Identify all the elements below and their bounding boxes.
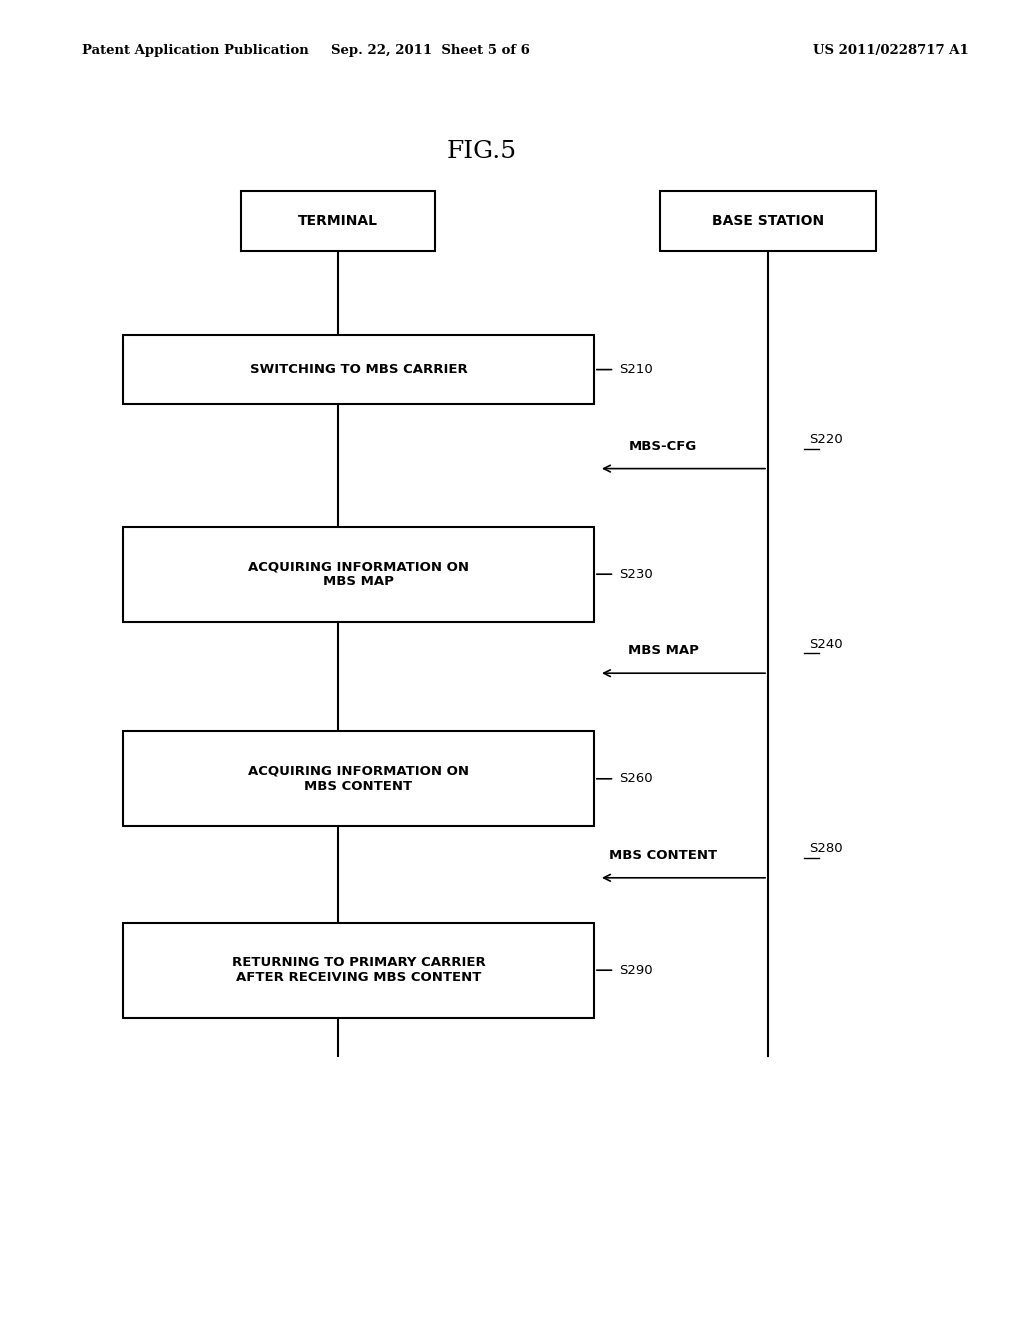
Text: S280: S280 (809, 842, 843, 855)
Text: MBS MAP: MBS MAP (628, 644, 698, 657)
Text: US 2011/0228717 A1: US 2011/0228717 A1 (813, 44, 969, 57)
FancyBboxPatch shape (123, 923, 594, 1018)
Text: S260: S260 (620, 772, 653, 785)
Text: S210: S210 (620, 363, 653, 376)
FancyBboxPatch shape (123, 731, 594, 826)
FancyBboxPatch shape (241, 191, 435, 251)
Text: S220: S220 (809, 433, 843, 446)
Text: RETURNING TO PRIMARY CARRIER
AFTER RECEIVING MBS CONTENT: RETURNING TO PRIMARY CARRIER AFTER RECEI… (231, 956, 485, 985)
Text: Sep. 22, 2011  Sheet 5 of 6: Sep. 22, 2011 Sheet 5 of 6 (331, 44, 529, 57)
Text: Patent Application Publication: Patent Application Publication (82, 44, 308, 57)
Text: SWITCHING TO MBS CARRIER: SWITCHING TO MBS CARRIER (250, 363, 467, 376)
FancyBboxPatch shape (123, 527, 594, 622)
FancyBboxPatch shape (660, 191, 876, 251)
Text: S230: S230 (620, 568, 653, 581)
Text: S240: S240 (809, 638, 843, 651)
Text: ACQUIRING INFORMATION ON
MBS CONTENT: ACQUIRING INFORMATION ON MBS CONTENT (248, 764, 469, 793)
Text: S290: S290 (620, 964, 653, 977)
Text: MBS CONTENT: MBS CONTENT (609, 849, 717, 862)
Text: BASE STATION: BASE STATION (712, 214, 824, 228)
FancyBboxPatch shape (123, 335, 594, 404)
Text: TERMINAL: TERMINAL (298, 214, 378, 228)
Text: MBS-CFG: MBS-CFG (629, 440, 697, 453)
Text: ACQUIRING INFORMATION ON
MBS MAP: ACQUIRING INFORMATION ON MBS MAP (248, 560, 469, 589)
Text: FIG.5: FIG.5 (446, 140, 516, 164)
